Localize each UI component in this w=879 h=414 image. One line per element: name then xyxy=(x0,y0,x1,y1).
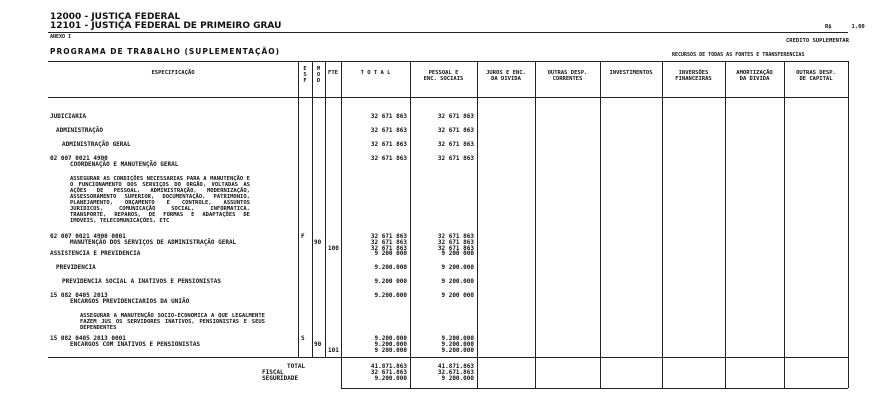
column-divider xyxy=(848,61,849,388)
total-value: 32 671 863 xyxy=(370,127,407,134)
personnel-value: 9 200.000 xyxy=(441,264,474,271)
totals-label: FISCAL xyxy=(262,369,284,376)
mod-code: 90 xyxy=(314,341,322,348)
column-divider xyxy=(662,61,663,388)
header-bottom-line xyxy=(48,97,848,98)
function-label: JUDICIARIA xyxy=(50,113,87,120)
fte-code: 101 xyxy=(328,347,339,354)
total-value: 32 671 863 xyxy=(370,233,407,240)
personnel-value: 32 671 863 xyxy=(437,127,474,134)
total-value: 9.200.000 xyxy=(374,341,407,348)
totals-label: SEGURIDADE xyxy=(262,375,299,382)
program-code: 15 082 0405 2013 0001 xyxy=(50,335,126,342)
function-label: PREVIDENCIA xyxy=(56,264,96,271)
program-title: ENCARGOS COM INATIVOS E PENSIONISTAS xyxy=(70,341,201,348)
total-value: 32 671 863 xyxy=(370,113,407,120)
grand-total-value: 41.871.863 xyxy=(370,363,407,370)
resources-note: RECURSOS DE TODAS AS FONTES E TRANSFEREN… xyxy=(672,52,805,58)
total-value: 9 200 000 xyxy=(374,250,407,257)
totals-bottom-line xyxy=(341,388,848,389)
grand-total-value: 32 671.863 xyxy=(370,369,407,376)
column-divider xyxy=(298,61,299,357)
personnel-value: 32 671 863 xyxy=(437,155,474,162)
column-header-other-capital: OUTRAS DESP. DE CAPITAL xyxy=(796,70,836,82)
column-divider xyxy=(410,61,411,388)
program-code: 02 007 0021 4900 0001 xyxy=(50,233,126,240)
org-title: 12000 - JUSTIÇA FEDERAL xyxy=(50,12,181,22)
column-divider xyxy=(535,61,536,388)
esf-code: S xyxy=(301,335,305,342)
mod-code: 90 xyxy=(314,239,322,246)
total-value: 9.200.000 xyxy=(374,335,407,342)
fte-code: 100 xyxy=(328,245,339,252)
function-label: PREVIDENCIA SOCIAL A INATIVOS E PENSIONI… xyxy=(62,278,221,285)
column-header-financial-inversions: INVERSÕES FINANCEIRAS xyxy=(675,70,712,82)
personnel-value: 9 200.000 xyxy=(441,278,474,285)
column-header-mod: M O D xyxy=(316,66,321,84)
total-value: 9.200.000 xyxy=(374,264,407,271)
total-value: 9.200.000 xyxy=(374,292,407,299)
column-header-interest: JUROS E ENC. DA DIVIDA xyxy=(486,70,526,82)
esf-code: F xyxy=(301,233,305,240)
totals-label: TOTAL xyxy=(287,363,306,370)
column-divider xyxy=(325,61,326,357)
total-value: 9.200 000 xyxy=(374,278,407,285)
column-divider xyxy=(725,61,726,388)
column-header-investments: INVESTIMENTOS xyxy=(609,70,653,76)
personnel-value: 32 671 863 xyxy=(437,233,474,240)
program-code: 15 082 0405 2013 xyxy=(50,292,108,299)
currency-unit: R$ 1,00 xyxy=(825,24,865,30)
program-title: COORDENAÇÃO E MANUTENÇÃO GERAL xyxy=(70,161,179,168)
column-header-personnel: PESSOAL E ENC. SOCIAIS xyxy=(423,70,464,82)
column-header-total: T O T A L xyxy=(360,70,391,76)
personnel-value: 32 671 863 xyxy=(437,113,474,120)
column-header-specification: ESPECIFICAÇÃO xyxy=(151,70,195,76)
personnel-value: 9 200 000 xyxy=(441,292,474,299)
column-divider xyxy=(477,61,478,388)
personnel-value: 9.200.000 xyxy=(441,335,474,342)
total-value: 32 671 863 xyxy=(370,141,407,148)
table-top-line xyxy=(48,61,848,62)
personnel-value: 32 671 863 xyxy=(437,245,474,252)
column-divider xyxy=(341,61,342,388)
column-header-other-current: OUTRAS DESP. CORRENTES xyxy=(547,70,588,82)
column-divider xyxy=(784,61,785,388)
program-title: ENCARGOS PREVIDENCIARIOS DA UNIÃO xyxy=(70,298,190,305)
grand-personnel-value: 9 200.000 xyxy=(441,375,474,382)
program-code: 02 007 0021 4900 xyxy=(50,155,108,162)
body-bottom-line xyxy=(48,357,848,358)
column-header-fte: FTE xyxy=(328,70,338,76)
credit-type: CREDITO SUPLEMENTAR xyxy=(786,38,849,44)
function-label: ADMINISTRAÇÃO xyxy=(56,127,103,134)
grand-personnel-value: 32.671.863 xyxy=(437,369,474,376)
program-description: ASSEGURAR A MANUTENÇÃO SOCIO-ECONOMICA A… xyxy=(80,313,269,331)
personnel-value: 32 671 863 xyxy=(437,141,474,148)
function-label: ADMINISTRAÇÃO GERAL xyxy=(62,141,131,148)
total-value: 32 671 863 xyxy=(370,245,407,252)
personnel-value: 9.200.000 xyxy=(441,341,474,348)
grand-personnel-value: 41.871.863 xyxy=(437,363,474,370)
annex-label: ANEXO I xyxy=(50,34,72,40)
total-value: 32 671 863 xyxy=(370,239,407,246)
column-divider xyxy=(312,61,313,357)
column-divider xyxy=(600,61,601,388)
total-value: 32 671 863 xyxy=(370,155,407,162)
program-title: PROGRAMA DE TRABALHO (SUPLEMENTAÇÃO) xyxy=(50,47,281,56)
column-header-esf: E S F xyxy=(303,66,307,84)
unit-title: 12101 - JUSTIÇA FEDERAL DE PRIMEIRO GRAU xyxy=(50,21,282,31)
divider xyxy=(48,32,848,33)
personnel-value: 9.200.000 xyxy=(441,347,474,354)
function-label: ASSISTENCIA E PREVIDENCIA xyxy=(50,250,141,257)
personnel-value: 32 671 863 xyxy=(437,239,474,246)
grand-total-value: 9.200.000 xyxy=(374,375,407,382)
column-header-amortization: AMORTIZAÇÃO DA DIVIDA xyxy=(736,70,773,82)
program-description: ASSEGURAR AS CONDIÇÕES NECESSARIAS PARA … xyxy=(70,176,254,224)
personnel-value: 9 200 000 xyxy=(441,250,474,257)
total-value: 9 200.000 xyxy=(374,347,407,354)
program-title: MANUTENÇÃO DOS SERVIÇOS DE ADMINISTRAÇÃO… xyxy=(70,239,237,246)
